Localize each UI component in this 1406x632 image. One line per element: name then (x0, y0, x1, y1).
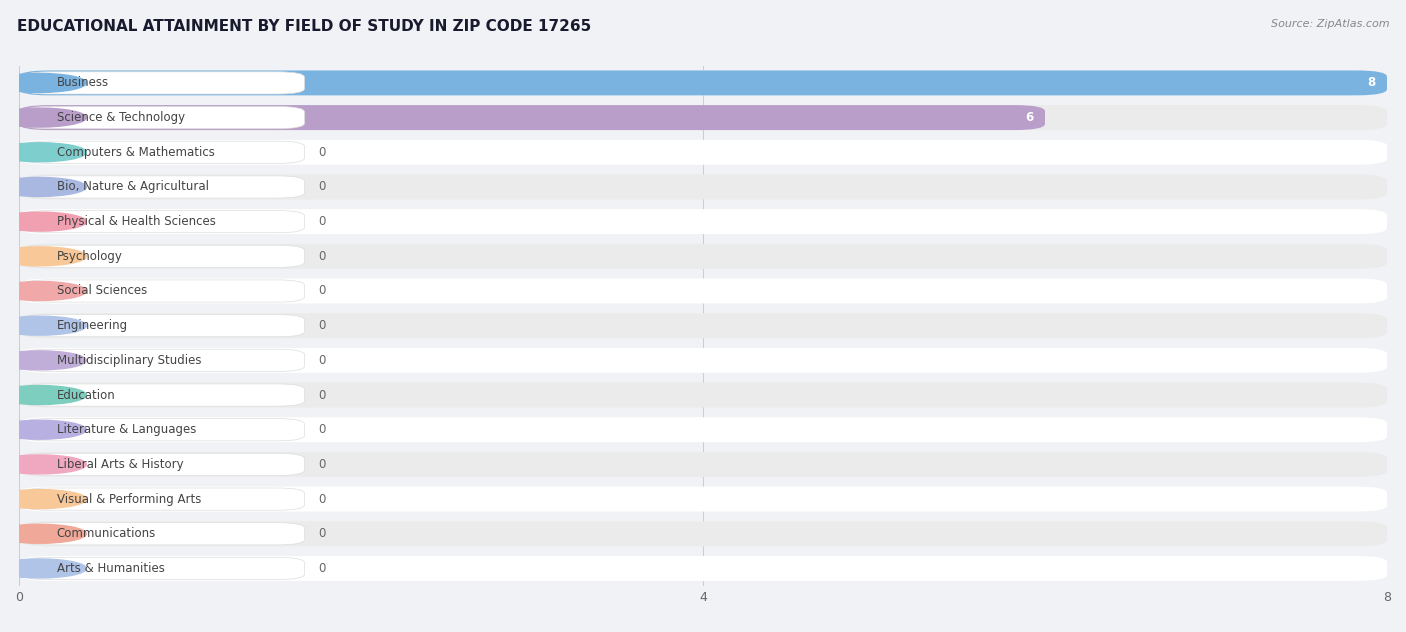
FancyBboxPatch shape (20, 279, 1386, 303)
Text: Multidisciplinary Studies: Multidisciplinary Studies (56, 354, 201, 367)
FancyBboxPatch shape (20, 105, 1045, 130)
FancyBboxPatch shape (22, 280, 305, 302)
Circle shape (0, 351, 86, 370)
Text: 0: 0 (318, 562, 326, 575)
Circle shape (0, 108, 86, 127)
Text: Engineering: Engineering (56, 319, 128, 332)
FancyBboxPatch shape (20, 487, 1386, 511)
Text: 0: 0 (318, 354, 326, 367)
Text: 0: 0 (318, 492, 326, 506)
FancyBboxPatch shape (20, 70, 1386, 95)
FancyBboxPatch shape (20, 244, 1386, 269)
FancyBboxPatch shape (20, 452, 1386, 477)
Text: Physical & Health Sciences: Physical & Health Sciences (56, 215, 215, 228)
FancyBboxPatch shape (22, 523, 305, 545)
Text: Communications: Communications (56, 527, 156, 540)
FancyBboxPatch shape (20, 313, 1386, 338)
FancyBboxPatch shape (22, 245, 305, 267)
FancyBboxPatch shape (20, 209, 1386, 234)
FancyBboxPatch shape (20, 70, 1386, 95)
Circle shape (0, 420, 86, 439)
FancyBboxPatch shape (20, 556, 1386, 581)
FancyBboxPatch shape (22, 384, 305, 406)
Text: Bio, Nature & Agricultural: Bio, Nature & Agricultural (56, 181, 208, 193)
Text: Psychology: Psychology (56, 250, 122, 263)
FancyBboxPatch shape (20, 140, 1386, 165)
FancyBboxPatch shape (22, 315, 305, 337)
Text: Liberal Arts & History: Liberal Arts & History (56, 458, 183, 471)
Text: EDUCATIONAL ATTAINMENT BY FIELD OF STUDY IN ZIP CODE 17265: EDUCATIONAL ATTAINMENT BY FIELD OF STUDY… (17, 19, 591, 34)
Circle shape (0, 559, 86, 578)
FancyBboxPatch shape (22, 488, 305, 510)
FancyBboxPatch shape (22, 557, 305, 580)
FancyBboxPatch shape (22, 210, 305, 233)
FancyBboxPatch shape (22, 418, 305, 441)
Text: Social Sciences: Social Sciences (56, 284, 146, 298)
Text: Arts & Humanities: Arts & Humanities (56, 562, 165, 575)
FancyBboxPatch shape (22, 72, 305, 94)
Text: Computers & Mathematics: Computers & Mathematics (56, 146, 215, 159)
Text: Source: ZipAtlas.com: Source: ZipAtlas.com (1271, 19, 1389, 29)
Text: Science & Technology: Science & Technology (56, 111, 184, 124)
Text: 0: 0 (318, 389, 326, 401)
Circle shape (0, 178, 86, 197)
FancyBboxPatch shape (20, 174, 1386, 200)
Circle shape (0, 247, 86, 266)
Circle shape (0, 143, 86, 162)
Text: 0: 0 (318, 215, 326, 228)
Text: 0: 0 (318, 458, 326, 471)
Text: 6: 6 (1025, 111, 1033, 124)
Text: Visual & Performing Arts: Visual & Performing Arts (56, 492, 201, 506)
FancyBboxPatch shape (20, 417, 1386, 442)
Text: Business: Business (56, 76, 108, 89)
FancyBboxPatch shape (22, 349, 305, 372)
Text: 0: 0 (318, 319, 326, 332)
Text: 0: 0 (318, 527, 326, 540)
FancyBboxPatch shape (22, 106, 305, 129)
Text: Literature & Languages: Literature & Languages (56, 423, 195, 436)
Circle shape (0, 525, 86, 544)
Text: 8: 8 (1367, 76, 1375, 89)
FancyBboxPatch shape (20, 382, 1386, 408)
FancyBboxPatch shape (22, 453, 305, 475)
FancyBboxPatch shape (20, 521, 1386, 546)
Circle shape (0, 73, 86, 92)
Circle shape (0, 455, 86, 474)
Circle shape (0, 490, 86, 509)
Circle shape (0, 316, 86, 335)
Text: 0: 0 (318, 423, 326, 436)
Text: 0: 0 (318, 181, 326, 193)
FancyBboxPatch shape (20, 348, 1386, 373)
Text: Education: Education (56, 389, 115, 401)
FancyBboxPatch shape (20, 105, 1386, 130)
Text: 0: 0 (318, 146, 326, 159)
Circle shape (0, 281, 86, 300)
Circle shape (0, 212, 86, 231)
FancyBboxPatch shape (22, 176, 305, 198)
Text: 0: 0 (318, 250, 326, 263)
Circle shape (0, 386, 86, 404)
FancyBboxPatch shape (22, 141, 305, 163)
Text: 0: 0 (318, 284, 326, 298)
